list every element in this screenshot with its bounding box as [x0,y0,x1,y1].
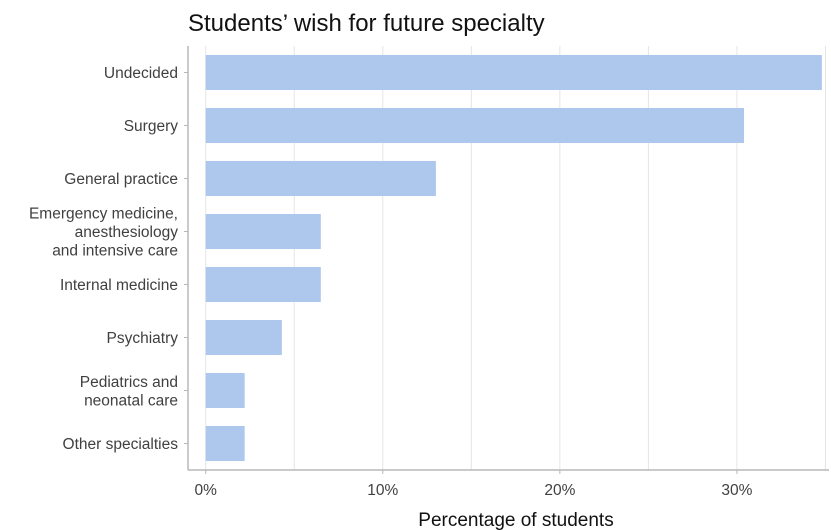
category-label: Psychiatry [107,330,179,347]
bar [206,108,744,143]
chart-title: Students’ wish for future specialty [188,10,545,37]
category-label: General practice [64,171,178,188]
bar-layer [206,55,822,461]
x-tick-label: 0% [195,482,218,499]
category-label: Pediatrics and neonatal care [80,374,178,410]
bar [206,426,245,461]
category-label: Surgery [124,118,179,135]
category-label: Undecided [104,65,178,82]
x-tick-label: 20% [544,482,575,499]
category-label: Emergency medicine, anesthesiology and int… [29,206,178,260]
bar [206,161,436,196]
bar [206,214,321,249]
x-tick-label: 10% [367,482,398,499]
category-label: Other specialties [63,436,179,453]
bar [206,320,282,355]
bar [206,373,245,408]
bar [206,267,321,302]
category-label: Internal medicine [60,277,178,294]
bar [206,55,822,90]
x-tick-label: 30% [721,482,752,499]
x-axis-title: Percentage of students [418,510,613,530]
